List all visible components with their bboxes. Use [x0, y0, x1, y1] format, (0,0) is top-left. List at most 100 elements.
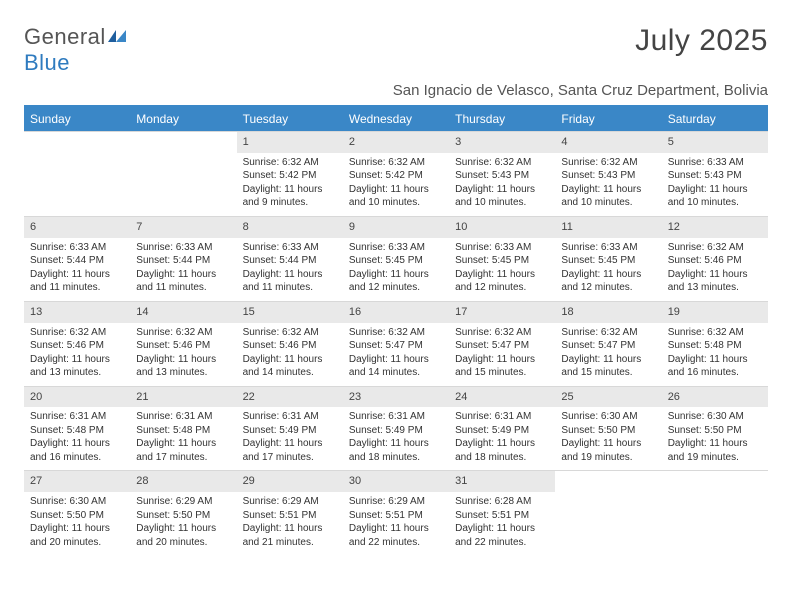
page-header: GeneralBlue July 2025 — [24, 24, 768, 76]
day-number: 12 — [662, 216, 768, 237]
cell-sunset: Sunset: 5:49 PM — [243, 424, 337, 438]
cell-sunrise: Sunrise: 6:31 AM — [136, 410, 230, 424]
day-number: 4 — [555, 132, 661, 153]
day-cell: Sunrise: 6:31 AMSunset: 5:48 PMDaylight:… — [24, 407, 130, 471]
cell-sunrise: Sunrise: 6:31 AM — [243, 410, 337, 424]
cell-day2: and 13 minutes. — [30, 366, 124, 380]
day-cell: Sunrise: 6:33 AMSunset: 5:44 PMDaylight:… — [24, 238, 130, 302]
day-number: 31 — [449, 471, 555, 492]
cell-day1: Daylight: 11 hours — [668, 183, 762, 197]
cell-sunset: Sunset: 5:43 PM — [668, 169, 762, 183]
cell-sunset: Sunset: 5:47 PM — [561, 339, 655, 353]
cell-day2: and 14 minutes. — [243, 366, 337, 380]
cell-day2: and 10 minutes. — [455, 196, 549, 210]
cell-sunset: Sunset: 5:44 PM — [243, 254, 337, 268]
cell-day2: and 10 minutes. — [349, 196, 443, 210]
day-number: 2 — [343, 132, 449, 153]
cell-sunset: Sunset: 5:44 PM — [136, 254, 230, 268]
cell-day1: Daylight: 11 hours — [30, 268, 124, 282]
cell-day2: and 22 minutes. — [349, 536, 443, 550]
logo-text-blue: Blue — [24, 50, 70, 75]
cell-day2: and 11 minutes. — [30, 281, 124, 295]
day-cell: Sunrise: 6:33 AMSunset: 5:43 PMDaylight:… — [662, 153, 768, 217]
weekday-sunday: Sunday — [24, 107, 130, 132]
weekday-friday: Friday — [555, 107, 661, 132]
cell-sunset: Sunset: 5:43 PM — [561, 169, 655, 183]
cell-sunrise: Sunrise: 6:31 AM — [455, 410, 549, 424]
content-row: Sunrise: 6:30 AMSunset: 5:50 PMDaylight:… — [24, 492, 768, 555]
day-number — [555, 471, 661, 492]
cell-sunrise: Sunrise: 6:32 AM — [561, 326, 655, 340]
cell-day1: Daylight: 11 hours — [349, 437, 443, 451]
day-cell: Sunrise: 6:30 AMSunset: 5:50 PMDaylight:… — [662, 407, 768, 471]
cell-day1: Daylight: 11 hours — [561, 437, 655, 451]
cell-day1: Daylight: 11 hours — [668, 268, 762, 282]
day-number — [662, 471, 768, 492]
location-text: San Ignacio de Velasco, Santa Cruz Depar… — [24, 82, 768, 107]
cell-sunset: Sunset: 5:50 PM — [561, 424, 655, 438]
cell-day1: Daylight: 11 hours — [668, 353, 762, 367]
logo: GeneralBlue — [24, 24, 130, 76]
day-number: 11 — [555, 216, 661, 237]
title-block: July 2025 — [635, 24, 768, 58]
weekday-monday: Monday — [130, 107, 236, 132]
daynum-row: 20212223242526 — [24, 386, 768, 407]
cell-day1: Daylight: 11 hours — [455, 437, 549, 451]
cell-day1: Daylight: 11 hours — [243, 437, 337, 451]
day-cell: Sunrise: 6:29 AMSunset: 5:50 PMDaylight:… — [130, 492, 236, 555]
cell-day1: Daylight: 11 hours — [561, 183, 655, 197]
day-number: 23 — [343, 386, 449, 407]
cell-day2: and 19 minutes. — [668, 451, 762, 465]
cell-day1: Daylight: 11 hours — [349, 183, 443, 197]
day-number: 19 — [662, 301, 768, 322]
cell-sunset: Sunset: 5:48 PM — [136, 424, 230, 438]
calendar-table: Sunday Monday Tuesday Wednesday Thursday… — [24, 107, 768, 555]
month-title: July 2025 — [635, 24, 768, 58]
cell-day1: Daylight: 11 hours — [243, 268, 337, 282]
cell-sunrise: Sunrise: 6:32 AM — [349, 326, 443, 340]
day-cell: Sunrise: 6:32 AMSunset: 5:47 PMDaylight:… — [343, 323, 449, 387]
calendar-page: GeneralBlue July 2025 San Ignacio de Vel… — [0, 0, 792, 567]
day-cell: Sunrise: 6:32 AMSunset: 5:47 PMDaylight:… — [555, 323, 661, 387]
day-number: 30 — [343, 471, 449, 492]
cell-sunset: Sunset: 5:47 PM — [455, 339, 549, 353]
cell-day2: and 17 minutes. — [136, 451, 230, 465]
day-number: 29 — [237, 471, 343, 492]
day-number: 20 — [24, 386, 130, 407]
day-cell: Sunrise: 6:31 AMSunset: 5:49 PMDaylight:… — [449, 407, 555, 471]
daynum-row: 13141516171819 — [24, 301, 768, 322]
cell-day2: and 19 minutes. — [561, 451, 655, 465]
cell-sunrise: Sunrise: 6:32 AM — [561, 156, 655, 170]
cell-day2: and 20 minutes. — [136, 536, 230, 550]
day-number: 6 — [24, 216, 130, 237]
cell-day1: Daylight: 11 hours — [243, 183, 337, 197]
day-number: 26 — [662, 386, 768, 407]
cell-sunrise: Sunrise: 6:33 AM — [30, 241, 124, 255]
day-number — [130, 132, 236, 153]
cell-day2: and 11 minutes. — [136, 281, 230, 295]
cell-day1: Daylight: 11 hours — [349, 268, 443, 282]
cell-sunset: Sunset: 5:49 PM — [455, 424, 549, 438]
day-number: 18 — [555, 301, 661, 322]
cell-sunset: Sunset: 5:51 PM — [455, 509, 549, 523]
cell-sunrise: Sunrise: 6:31 AM — [349, 410, 443, 424]
cell-sunrise: Sunrise: 6:32 AM — [243, 156, 337, 170]
cell-day2: and 12 minutes. — [455, 281, 549, 295]
cell-sunrise: Sunrise: 6:28 AM — [455, 495, 549, 509]
cell-day2: and 22 minutes. — [455, 536, 549, 550]
day-cell: Sunrise: 6:33 AMSunset: 5:45 PMDaylight:… — [555, 238, 661, 302]
cell-sunrise: Sunrise: 6:33 AM — [561, 241, 655, 255]
day-cell: Sunrise: 6:32 AMSunset: 5:42 PMDaylight:… — [237, 153, 343, 217]
cell-day2: and 18 minutes. — [455, 451, 549, 465]
day-cell: Sunrise: 6:28 AMSunset: 5:51 PMDaylight:… — [449, 492, 555, 555]
cell-sunrise: Sunrise: 6:31 AM — [30, 410, 124, 424]
cell-sunrise: Sunrise: 6:32 AM — [136, 326, 230, 340]
logo-text-general: General — [24, 24, 106, 49]
cell-sunrise: Sunrise: 6:32 AM — [30, 326, 124, 340]
day-cell: Sunrise: 6:33 AMSunset: 5:45 PMDaylight:… — [343, 238, 449, 302]
day-number: 16 — [343, 301, 449, 322]
cell-day1: Daylight: 11 hours — [136, 268, 230, 282]
day-cell: Sunrise: 6:29 AMSunset: 5:51 PMDaylight:… — [343, 492, 449, 555]
cell-sunset: Sunset: 5:44 PM — [30, 254, 124, 268]
weekday-thursday: Thursday — [449, 107, 555, 132]
